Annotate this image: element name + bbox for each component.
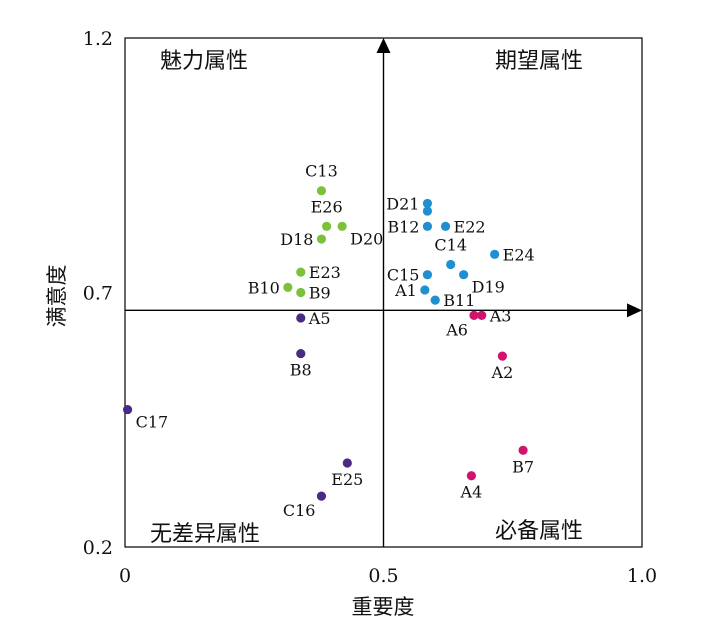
data-point — [296, 348, 306, 359]
data-point-label: A1 — [394, 281, 417, 300]
data-point — [420, 285, 430, 295]
data-point — [316, 186, 327, 196]
data-point-label: B12 — [387, 217, 419, 236]
data-point — [422, 206, 433, 216]
y-axis-label: 满意度 — [45, 265, 69, 328]
data-point — [422, 270, 433, 280]
data-point-label: A4 — [460, 483, 483, 502]
tick-labels: 0 0.5 1.0 0.2 0.7 1.2 — [83, 28, 657, 587]
data-point-label: D18 — [280, 230, 313, 249]
y-tick-label: 0.2 — [83, 537, 113, 559]
data-point-label: D20 — [350, 229, 383, 248]
y-tick-label: 0.7 — [83, 283, 113, 305]
data-point — [296, 267, 306, 277]
data-point-label: C13 — [305, 162, 338, 181]
data-point-label: A6 — [445, 320, 468, 339]
data-point-label: B7 — [512, 457, 534, 476]
data-point-label: B10 — [248, 278, 280, 297]
data-point-label: E26 — [311, 197, 343, 216]
data-point — [422, 198, 433, 209]
data-point-label: E24 — [503, 245, 535, 264]
data-point — [122, 404, 133, 415]
quadrant-label-bottom-left: 无差异属性 — [150, 522, 260, 547]
data-point — [466, 471, 476, 481]
data-points: C13 E26 D18 D20 E23 B10 B9 A5 B8 C17 E25 C16 D21 E22 B… — [122, 162, 535, 520]
vertical-arrowhead — [376, 38, 391, 53]
data-point — [337, 221, 347, 231]
data-point-label: D21 — [386, 194, 419, 213]
x-tick-label: 1.0 — [627, 565, 657, 587]
data-point-label: C14 — [434, 236, 467, 255]
data-point-label: C17 — [136, 413, 169, 432]
quadrant-label-top-right: 期望属性 — [495, 49, 583, 74]
data-point — [283, 282, 293, 293]
data-point — [440, 221, 451, 231]
data-point-label: E22 — [454, 217, 486, 236]
data-point — [316, 234, 327, 244]
x-axis-label: 重要度 — [352, 595, 415, 619]
data-point — [446, 259, 456, 270]
data-point — [477, 310, 487, 321]
data-point-label: B11 — [443, 291, 475, 310]
data-point-label: A3 — [489, 306, 512, 325]
data-point — [316, 491, 327, 501]
data-point — [497, 351, 508, 361]
data-point-label: B8 — [290, 361, 312, 380]
quadrant-dividers — [125, 38, 642, 547]
data-point-label: C16 — [283, 501, 316, 520]
x-tick-label: 0.5 — [368, 565, 398, 587]
data-point — [296, 313, 306, 323]
data-point-label: E25 — [331, 470, 363, 489]
data-point — [422, 221, 433, 231]
data-point — [459, 270, 469, 280]
data-point — [342, 458, 352, 468]
y-tick-label: 1.2 — [83, 28, 113, 50]
data-point — [322, 221, 332, 231]
quadrant-label-top-left: 魅力属性 — [160, 49, 248, 74]
data-point — [296, 287, 306, 298]
quadrant-label-bottom-right: 必备属性 — [495, 519, 583, 544]
data-point-label: B9 — [309, 284, 331, 303]
data-point — [469, 310, 479, 321]
data-point-label: D19 — [472, 278, 505, 297]
data-point — [490, 249, 500, 259]
horizontal-arrowhead — [627, 303, 642, 318]
data-point-label: E23 — [309, 263, 341, 282]
data-point-label: A2 — [491, 363, 514, 382]
data-point — [518, 445, 528, 455]
x-tick-label: 0 — [119, 565, 131, 587]
data-point-label: A5 — [308, 309, 331, 328]
data-point — [430, 295, 440, 305]
data-point-label: C15 — [387, 266, 420, 285]
